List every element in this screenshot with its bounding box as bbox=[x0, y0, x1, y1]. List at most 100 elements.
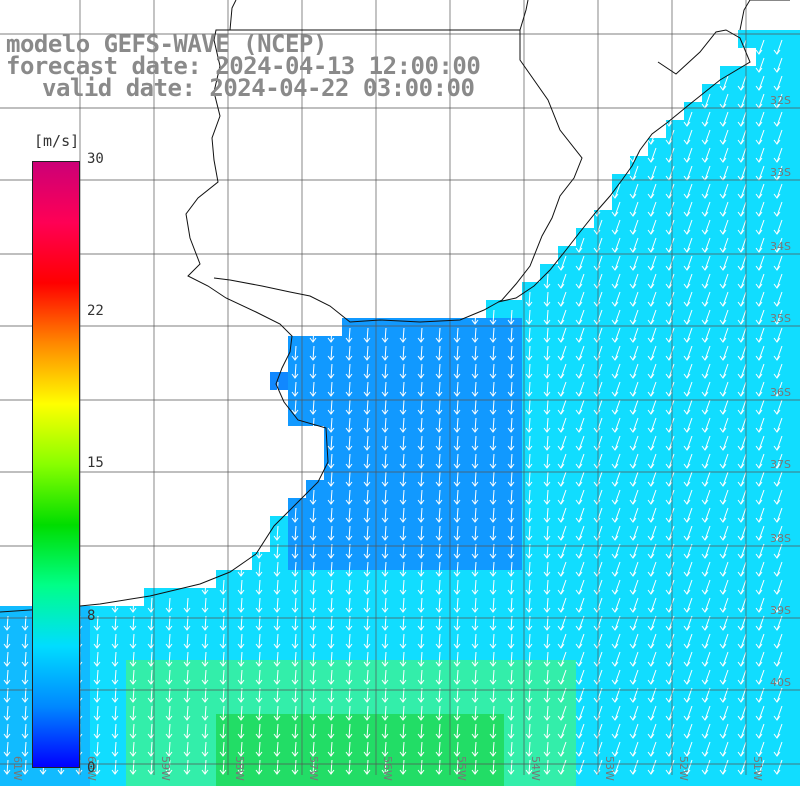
wind-arrow bbox=[575, 759, 585, 775]
speed-cell bbox=[522, 372, 540, 390]
speed-cell bbox=[162, 606, 180, 624]
wind-arrow bbox=[345, 705, 353, 721]
wind-arrow bbox=[701, 129, 711, 145]
speed-cell bbox=[504, 750, 522, 768]
speed-cell bbox=[684, 624, 702, 642]
wind-arrow bbox=[507, 525, 515, 541]
wind-arrow bbox=[309, 561, 317, 577]
wind-arrow bbox=[543, 417, 551, 433]
speed-cell bbox=[576, 462, 594, 480]
speed-cell bbox=[594, 516, 612, 534]
speed-cell bbox=[288, 552, 306, 570]
speed-cell bbox=[324, 660, 342, 678]
wind-arrow bbox=[719, 705, 729, 721]
speed-cell bbox=[738, 300, 756, 318]
wind-arrow bbox=[543, 381, 551, 397]
speed-cell bbox=[162, 714, 180, 732]
speed-cell bbox=[378, 318, 396, 336]
speed-cell bbox=[468, 624, 486, 642]
speed-cell bbox=[630, 246, 648, 264]
speed-cell bbox=[486, 516, 504, 534]
speed-cell bbox=[774, 642, 792, 660]
speed-cell bbox=[324, 498, 342, 516]
speed-cell bbox=[630, 660, 648, 678]
speed-cell bbox=[792, 768, 800, 786]
wind-arrow bbox=[399, 327, 407, 343]
wind-arrow bbox=[701, 759, 711, 775]
speed-cell bbox=[612, 660, 630, 678]
wind-arrow bbox=[381, 651, 389, 667]
speed-cell bbox=[720, 642, 738, 660]
wind-arrow bbox=[737, 129, 747, 145]
speed-cell bbox=[684, 714, 702, 732]
speed-cell bbox=[504, 480, 522, 498]
speed-cell bbox=[792, 318, 800, 336]
wind-arrow bbox=[147, 759, 155, 775]
speed-cell bbox=[594, 588, 612, 606]
wind-arrow bbox=[557, 399, 567, 415]
wind-arrow bbox=[435, 435, 443, 451]
wind-arrow bbox=[683, 705, 693, 721]
wind-arrow bbox=[525, 741, 533, 757]
wind-arrow bbox=[417, 471, 425, 487]
speed-cell bbox=[432, 480, 450, 498]
wind-arrow bbox=[647, 453, 657, 469]
wind-arrow bbox=[273, 597, 281, 613]
speed-cell bbox=[378, 516, 396, 534]
wind-arrow bbox=[737, 723, 747, 739]
wind-arrow bbox=[309, 381, 317, 397]
wind-arrow bbox=[291, 651, 299, 667]
speed-cell bbox=[648, 390, 666, 408]
speed-cell bbox=[684, 426, 702, 444]
wind-arrow bbox=[575, 399, 585, 415]
wind-arrow bbox=[453, 705, 461, 721]
wind-arrow bbox=[309, 525, 317, 541]
wind-arrow bbox=[683, 183, 693, 199]
speed-cell bbox=[486, 354, 504, 372]
wind-arrow bbox=[399, 417, 407, 433]
speed-cell bbox=[756, 714, 774, 732]
wind-arrow bbox=[237, 579, 245, 595]
speed-cell bbox=[468, 372, 486, 390]
speed-cell bbox=[648, 336, 666, 354]
wind-arrow bbox=[165, 651, 173, 667]
wind-arrow bbox=[255, 597, 263, 613]
wind-arrow bbox=[773, 273, 783, 289]
wind-arrow bbox=[201, 759, 209, 775]
wind-arrow bbox=[575, 237, 585, 253]
wind-arrow bbox=[273, 705, 281, 721]
speed-cell bbox=[108, 696, 126, 714]
speed-cell bbox=[648, 138, 666, 156]
wind-arrow bbox=[327, 723, 335, 739]
speed-cell bbox=[414, 768, 432, 786]
speed-cell bbox=[522, 300, 540, 318]
speed-cell bbox=[594, 408, 612, 426]
wind-arrow bbox=[525, 363, 533, 379]
wind-arrow bbox=[399, 597, 407, 613]
wind-arrow bbox=[237, 741, 245, 757]
wind-arrow bbox=[737, 561, 747, 577]
wind-arrow bbox=[737, 201, 747, 217]
wind-arrow bbox=[471, 435, 479, 451]
speed-cell bbox=[702, 174, 720, 192]
speed-cell bbox=[720, 408, 738, 426]
speed-cell bbox=[450, 480, 468, 498]
speed-cell bbox=[108, 660, 126, 678]
speed-cell bbox=[792, 714, 800, 732]
speed-cell bbox=[558, 552, 576, 570]
wind-arrow bbox=[435, 741, 443, 757]
wind-arrow bbox=[755, 759, 765, 775]
wind-arrow bbox=[363, 651, 371, 667]
speed-cell bbox=[342, 768, 360, 786]
speed-cell bbox=[378, 768, 396, 786]
speed-cell bbox=[378, 426, 396, 444]
wind-arrow bbox=[435, 345, 443, 361]
speed-cell bbox=[594, 462, 612, 480]
wind-arrow bbox=[363, 705, 371, 721]
speed-cell bbox=[162, 696, 180, 714]
wind-arrow bbox=[435, 363, 443, 379]
wind-arrow bbox=[381, 489, 389, 505]
speed-cell bbox=[360, 732, 378, 750]
wind-arrow bbox=[363, 741, 371, 757]
speed-cell bbox=[468, 426, 486, 444]
